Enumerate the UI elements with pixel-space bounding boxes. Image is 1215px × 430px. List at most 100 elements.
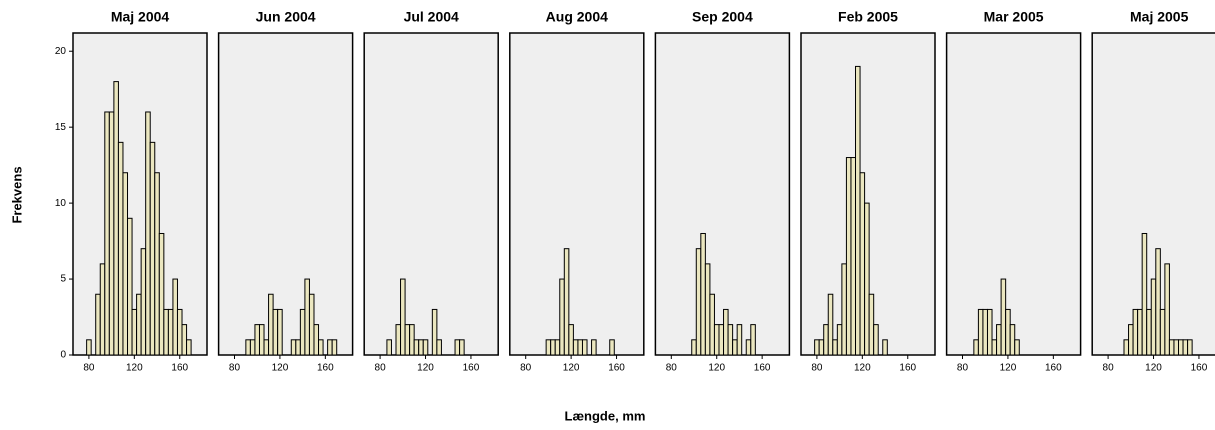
x-tick-label: 160 — [754, 363, 771, 374]
bar — [145, 111, 151, 356]
bar — [186, 339, 192, 356]
bar — [104, 111, 110, 356]
bar — [386, 339, 392, 356]
bar — [832, 339, 838, 356]
bar — [436, 339, 442, 356]
bar — [1123, 339, 1130, 356]
bar — [181, 324, 188, 356]
bar — [268, 293, 274, 356]
bar — [1146, 308, 1152, 356]
bar — [991, 339, 998, 356]
bar — [108, 111, 115, 356]
bar — [1141, 232, 1148, 356]
bar — [827, 293, 834, 356]
x-tick-label: 80 — [375, 363, 387, 374]
x-tick-label: 120 — [708, 363, 725, 374]
panel-title: Sep 2004 — [692, 9, 753, 25]
bar — [559, 278, 565, 356]
bar — [331, 339, 338, 356]
bar — [1182, 339, 1189, 356]
bar — [695, 248, 702, 356]
panel-title: Jun 2004 — [256, 9, 316, 25]
bar — [290, 339, 297, 356]
x-tick-label: 120 — [1000, 363, 1017, 374]
bar — [591, 339, 597, 356]
x-tick-label: 120 — [272, 363, 289, 374]
panel-title: Jul 2004 — [404, 9, 459, 25]
y-tick-label: 20 — [55, 46, 67, 57]
bar — [550, 339, 556, 356]
x-tick-label: 160 — [899, 363, 916, 374]
bar — [732, 339, 738, 356]
bar — [431, 308, 438, 356]
bar — [413, 339, 420, 356]
panel-background — [654, 32, 791, 356]
bar — [254, 324, 260, 356]
bar — [258, 324, 265, 356]
x-tick-label: 120 — [854, 363, 871, 374]
panel-title: Feb 2005 — [838, 9, 898, 25]
x-tick-label: 80 — [83, 363, 95, 374]
bar — [704, 263, 711, 356]
bar — [409, 324, 415, 356]
bar — [1159, 308, 1166, 356]
panel-title: Maj 2004 — [111, 9, 170, 25]
bar — [713, 324, 720, 356]
bar — [308, 293, 315, 356]
bar — [1155, 248, 1161, 356]
x-tick-label: 80 — [520, 363, 532, 374]
bar — [163, 308, 169, 356]
bar — [395, 324, 402, 356]
x-tick-label: 120 — [1145, 363, 1162, 374]
bar — [272, 308, 279, 356]
bar — [400, 278, 406, 356]
bar — [127, 217, 133, 356]
bar — [1164, 263, 1170, 356]
bar — [818, 339, 825, 356]
bar — [404, 324, 411, 356]
y-axis-label: Frekvens — [9, 166, 24, 223]
bar — [459, 339, 465, 356]
bar — [882, 339, 888, 356]
bar — [318, 339, 324, 356]
bar — [855, 65, 861, 356]
bar — [249, 339, 256, 356]
bar — [709, 293, 715, 356]
bar — [131, 308, 138, 356]
bar — [1173, 339, 1180, 356]
x-tick-label: 160 — [1191, 363, 1208, 374]
bar — [1168, 339, 1175, 356]
x-tick-label: 160 — [1045, 363, 1062, 374]
bar — [572, 339, 579, 356]
bar — [313, 324, 320, 356]
panel-background — [217, 32, 354, 356]
bar — [176, 308, 183, 356]
bar — [299, 308, 306, 356]
bar — [814, 339, 820, 356]
panel-background — [509, 32, 645, 356]
x-tick-label: 160 — [608, 363, 625, 374]
bar — [149, 141, 156, 356]
bar — [167, 308, 174, 356]
bar — [836, 324, 843, 356]
bar — [422, 339, 429, 356]
bar — [304, 278, 310, 356]
bar — [545, 339, 552, 356]
bar — [295, 339, 301, 356]
bar — [554, 339, 561, 356]
bar — [841, 263, 847, 356]
bar — [158, 232, 165, 356]
x-tick-label: 120 — [563, 363, 580, 374]
bar — [1005, 308, 1011, 356]
bar — [1132, 308, 1139, 356]
x-tick-label: 80 — [229, 363, 241, 374]
bar — [563, 248, 570, 356]
bar — [568, 324, 574, 356]
panel-background — [945, 32, 1082, 356]
x-tick-label: 120 — [417, 363, 434, 374]
x-tick-label: 80 — [666, 363, 678, 374]
bar — [609, 339, 615, 356]
bar — [727, 324, 734, 356]
bar — [172, 278, 178, 356]
